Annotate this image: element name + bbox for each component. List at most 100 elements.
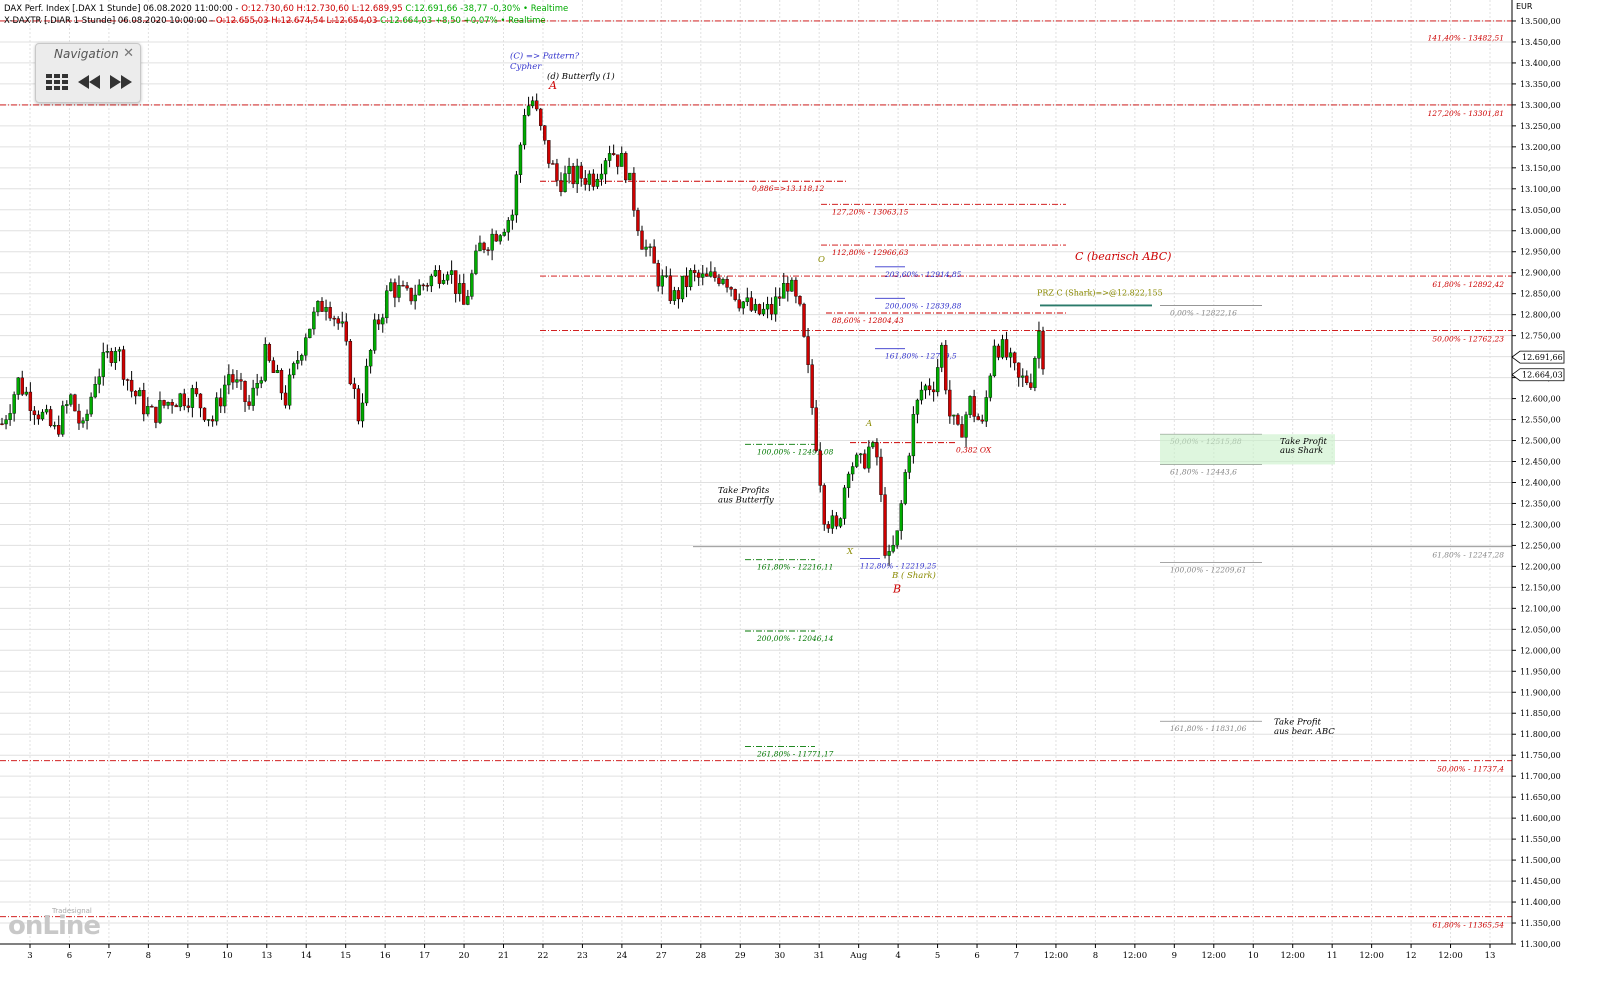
x-tick-label: 27 [656,951,667,961]
candle-body [275,370,280,373]
candle-body [466,296,470,305]
y-tick-label: 12.100,00 [1520,604,1561,613]
fib-segment-label: 200,00% - 12046,14 [756,634,834,643]
candle-body [1016,362,1021,378]
candle-body [757,304,762,315]
candle-body [263,344,267,381]
candle-body [988,375,993,398]
candle-body [591,173,596,187]
fast-forward-icon[interactable] [108,70,134,94]
candle-body [960,424,964,438]
candle-body [518,144,523,175]
pattern-label: Take Profits [718,486,770,496]
y-tick-label: 11.750,00 [1520,751,1561,760]
y-tick-label: 12.550,00 [1520,416,1561,425]
tradesignal-logo: Tradesignal onLine [8,905,108,941]
fib-segment-label: 127,20% - 13063,15 [832,207,909,216]
candle-body [599,173,604,180]
candle-body [915,399,920,415]
candle-body [571,165,575,185]
price-badge [1511,368,1565,382]
candle-body [790,279,794,292]
candle-body [425,285,430,287]
candle-body [632,172,636,211]
candle-body [190,388,195,408]
candle-body [543,125,547,141]
candle-body [620,153,624,167]
candle-body [887,551,891,556]
y-tick-label: 11.950,00 [1520,667,1561,676]
candle-body [822,485,826,525]
candle-body [1033,358,1037,388]
fib-segment-label: 100,00% - 12209,61 [1170,566,1246,575]
candle-body [287,374,292,406]
candle-body [364,365,369,404]
pattern-label: (d) Butterfly (1) [547,71,615,82]
y-tick-label: 12.000,00 [1520,646,1561,655]
candle-body [417,284,421,296]
candle-body [559,180,563,192]
candle-body [705,273,709,277]
fib-segment-label: 261,80% - 11771,17 [756,749,834,758]
candle-body [834,515,839,527]
candle-body [381,317,385,325]
candle-body [968,396,972,415]
price-axis[interactable]: 11.300,00 11.350,00 11.400,00 11.450,00 11.5… [1511,0,1565,949]
candle-body [150,406,154,408]
x-tick-label: 6 [974,951,979,961]
candle-body [117,349,122,352]
x-tick-label: 7 [1014,951,1019,961]
x-tick-label: 20 [459,951,470,961]
candle-body [312,311,316,330]
candle-body [806,336,810,365]
candle-body [1029,382,1033,388]
candle-body [24,391,29,395]
candle-body [826,524,831,529]
candle-body [506,220,511,233]
candle-body [368,350,373,367]
fib-level-label: 61,80% - 11365,54 [1432,921,1504,930]
fib-segment-label: 100,00% - 12491,08 [757,447,834,456]
y-tick-label: 12.450,00 [1520,458,1561,467]
candle-body [231,374,235,383]
y-tick-label: 13.350,00 [1520,80,1561,89]
pattern-label: X [846,547,854,557]
candle-body [125,379,130,381]
x-tick-label: 12:00 [1280,951,1305,961]
grid-icon[interactable] [44,70,70,94]
candle-body [854,454,859,467]
candle-body [935,367,940,393]
candle-body [530,100,535,107]
pattern-label: Cypher [510,62,542,72]
rewind-icon[interactable] [76,70,102,94]
pattern-label: B ( Shark) [891,570,936,581]
fib-segment-label: 200,00% - 12839,88 [884,301,962,310]
time-axis[interactable]: 3 6 7 8 9 10 13 14 15 16 17 20 21 22 23 24 27 28 29 30 31 Aug… [0,943,1512,961]
candle-body [44,409,49,413]
x-tick-label: 12:00 [1123,951,1148,961]
logo-small-text: Tradesignal [52,907,92,915]
y-tick-label: 12.400,00 [1520,478,1561,487]
candle-body [267,344,272,361]
candle-body [105,351,110,353]
candle-body [725,278,729,288]
pattern-label: (C) => Pattern? [510,51,580,62]
fib-segment-label: 88,60% - 12804,43 [832,316,904,325]
header-xdax-change: C:12.664,03 +8,50 +0,07% • Realtime [380,16,546,26]
candle-body [81,420,85,424]
candle-body [243,381,247,402]
x-tick-label: 6 [67,951,72,961]
y-tick-label: 13.050,00 [1520,206,1561,215]
candle-body [0,423,4,425]
candle-body [93,384,97,398]
y-tick-label: 12.350,00 [1520,499,1561,508]
close-icon[interactable]: ✕ [123,46,134,61]
candle-body [121,349,126,380]
candle-body [235,379,239,383]
candle-body [89,396,93,415]
candle-body [644,246,648,250]
y-tick-label: 11.450,00 [1520,877,1561,886]
candle-body [778,296,782,299]
candle-body [721,278,725,284]
